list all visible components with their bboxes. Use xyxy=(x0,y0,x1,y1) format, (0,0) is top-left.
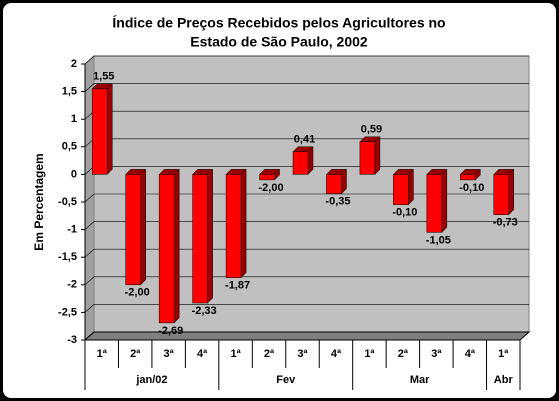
floor xyxy=(83,331,531,341)
data-label: -0,35 xyxy=(325,196,350,208)
grid-line xyxy=(84,304,529,313)
group-label: Mar xyxy=(410,374,430,386)
y-tick-label: -2 xyxy=(67,279,77,291)
x-tick-label: 4ª xyxy=(465,348,476,360)
grid-line xyxy=(84,276,529,286)
x-tick-label: 2ª xyxy=(130,348,141,360)
data-label: -1,05 xyxy=(426,234,451,246)
x-tick-label: 2ª xyxy=(264,348,275,360)
x-tick-label: 1ª xyxy=(97,348,108,360)
y-tick-label: 1,5 xyxy=(62,86,77,98)
bar-side xyxy=(240,168,247,279)
data-label: -0,73 xyxy=(493,217,518,229)
group-label: Abr xyxy=(494,374,514,386)
grid-line xyxy=(84,331,529,341)
x-tick-label: 3ª xyxy=(164,348,175,360)
x-tick-label: 3ª xyxy=(297,348,308,360)
grid-line xyxy=(84,193,529,203)
y-tick-label: 0,5 xyxy=(62,141,77,153)
data-label: -0,10 xyxy=(392,207,417,219)
y-tick-label: -3 xyxy=(67,334,77,346)
bar-side xyxy=(140,168,146,286)
bar xyxy=(158,174,175,324)
x-tick-label: 1ª xyxy=(498,348,509,360)
x-tick-label: 1ª xyxy=(230,348,241,360)
bar xyxy=(426,174,443,233)
y-tick-label: -1 xyxy=(67,224,77,236)
data-label: -2,00 xyxy=(125,287,150,299)
y-tick-label: -2,5 xyxy=(58,306,77,318)
bar-side xyxy=(441,168,448,233)
bar xyxy=(125,174,141,286)
bar-side xyxy=(374,136,381,176)
group-label: Fev xyxy=(276,374,296,386)
y-axis-label: Em Percentagem xyxy=(32,153,46,250)
bar xyxy=(292,151,309,175)
y-tick-label: -1,5 xyxy=(58,251,77,263)
data-label: -1,87 xyxy=(225,280,250,292)
bar-side xyxy=(207,168,213,304)
data-label: -2,00 xyxy=(258,182,283,194)
group-label: jan/02 xyxy=(135,374,167,386)
bar-side xyxy=(106,83,113,176)
data-label: 0,41 xyxy=(294,134,315,146)
chart-title: Estado de São Paulo, 2002 xyxy=(190,34,368,50)
bar-side xyxy=(508,168,515,216)
data-label: -2,69 xyxy=(158,325,183,337)
bar xyxy=(326,174,342,194)
y-tick-label: 2 xyxy=(71,58,77,70)
bar-side xyxy=(408,168,414,206)
data-label: 0,59 xyxy=(361,124,382,136)
bar xyxy=(91,88,108,175)
bar xyxy=(460,174,476,181)
grid-line xyxy=(84,55,529,65)
data-label: 1,55 xyxy=(93,71,114,83)
bar xyxy=(192,174,208,304)
grid-line xyxy=(84,83,529,92)
x-tick-label: 1ª xyxy=(364,348,375,360)
x-tick-label: 2ª xyxy=(398,348,409,360)
data-label: -2,33 xyxy=(192,305,217,317)
y-tick-label: -0,5 xyxy=(58,196,77,208)
bar xyxy=(493,174,510,215)
grid-line xyxy=(84,221,529,230)
bar-side xyxy=(173,168,180,324)
x-tick-label: 4ª xyxy=(331,348,342,360)
x-tick-label: 4ª xyxy=(197,348,208,360)
bar xyxy=(225,174,242,278)
y-tick-label: 0 xyxy=(71,168,77,180)
x-tick-label: 3ª xyxy=(431,348,442,360)
bar xyxy=(393,174,409,206)
chart-title: Índice de Preços Recebidos pelos Agricul… xyxy=(112,15,445,31)
grid-line xyxy=(84,248,529,258)
y-tick-label: 1 xyxy=(71,113,77,125)
data-label: -0,10 xyxy=(459,182,484,194)
bar xyxy=(259,174,275,181)
bar xyxy=(359,141,376,175)
